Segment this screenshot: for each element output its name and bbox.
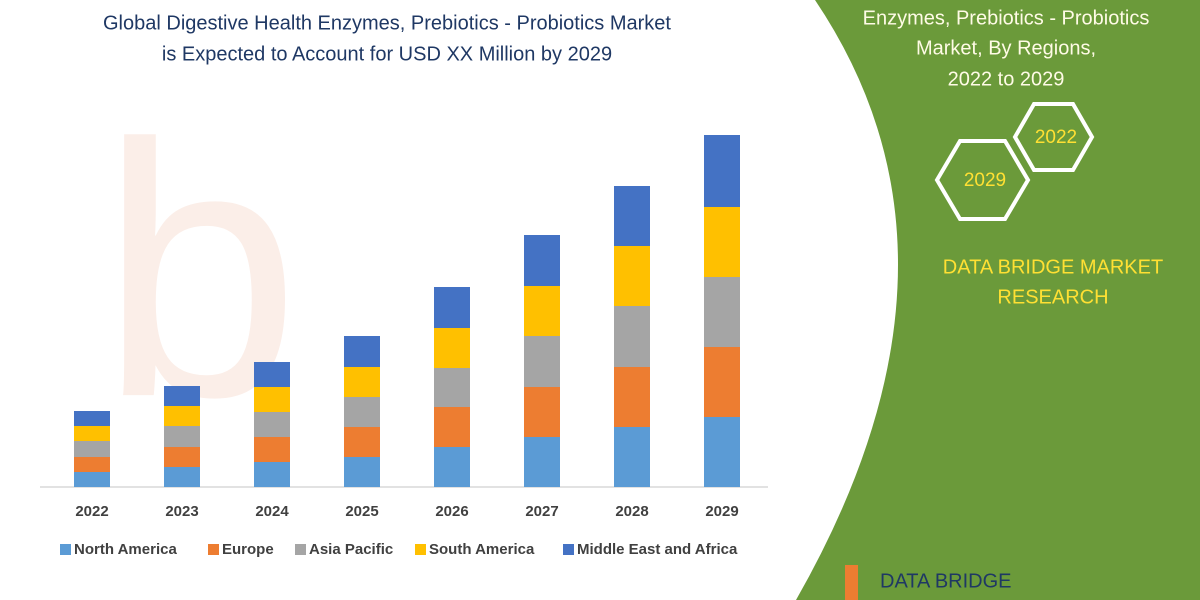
bar-segment	[254, 462, 290, 487]
bar-segment	[344, 457, 380, 487]
bar-segment	[344, 336, 380, 367]
x-tick-label: 2022	[75, 503, 108, 520]
x-tick-label: 2027	[525, 503, 558, 520]
bar-segment	[704, 207, 740, 277]
bar-segment	[344, 397, 380, 427]
legend-swatch	[295, 544, 306, 555]
bar-segment	[74, 441, 110, 457]
x-tick-label: 2023	[165, 503, 198, 520]
bar-segment	[614, 367, 650, 427]
legend-label: South America	[429, 541, 535, 558]
bar-segment	[254, 387, 290, 412]
x-tick-label: 2029	[705, 503, 738, 520]
chart-title: Global Digestive Health Enzymes, Prebiot…	[103, 12, 671, 34]
bar-segment	[524, 336, 560, 387]
bar-segment	[704, 277, 740, 347]
chart-title: is Expected to Account for USD XX Millio…	[162, 43, 612, 65]
hexagon	[1012, 102, 1095, 172]
bar-segment	[344, 367, 380, 397]
bar-segment	[524, 235, 560, 286]
x-tick-label: 2024	[255, 503, 289, 520]
legend-label: Asia Pacific	[309, 541, 393, 558]
bar-segment	[74, 472, 110, 487]
logo-icon	[845, 565, 858, 600]
x-tick-label: 2028	[615, 503, 648, 520]
bar-segment	[434, 328, 470, 368]
bar-segment	[704, 347, 740, 417]
hexagon	[934, 139, 1031, 221]
hexagon-label: 2022	[1035, 127, 1077, 148]
brand: DATA BRIDGE MARKET	[943, 256, 1163, 278]
side-panel	[796, 0, 1200, 600]
bar-segment	[434, 368, 470, 407]
bar-segment	[614, 186, 650, 246]
legend-swatch	[415, 544, 426, 555]
x-tick-label: 2025	[345, 503, 378, 520]
bar-segment	[614, 246, 650, 306]
panel-heading: Enzymes, Prebiotics - Probiotics	[863, 7, 1150, 29]
bar-segment	[164, 447, 200, 467]
bar-segment	[704, 417, 740, 487]
bar-segment	[434, 407, 470, 447]
bar-segment	[74, 457, 110, 472]
bar-segment	[704, 135, 740, 207]
panel-heading: 2022 to 2029	[948, 68, 1065, 90]
bar-segment	[524, 387, 560, 437]
brand: RESEARCH	[997, 286, 1108, 308]
bar-segment	[344, 427, 380, 457]
legend-label: Europe	[222, 541, 274, 558]
x-tick-label: 2026	[435, 503, 468, 520]
panel-heading: Market, By Regions,	[916, 37, 1096, 59]
bar-segment	[254, 437, 290, 462]
logo: DATA BRIDGE	[880, 570, 1012, 592]
bar-segment	[164, 386, 200, 406]
bar-segment	[164, 426, 200, 447]
bar-segment	[164, 467, 200, 487]
legend-swatch	[563, 544, 574, 555]
bar-segment	[614, 427, 650, 487]
hexagon-label: 2029	[964, 170, 1006, 191]
legend-swatch	[208, 544, 219, 555]
legend-swatch	[60, 544, 71, 555]
bar-segment	[164, 406, 200, 426]
bar-segment	[74, 411, 110, 426]
bar-segment	[254, 412, 290, 437]
legend-label: North America	[74, 541, 177, 558]
legend-label: Middle East and Africa	[577, 541, 738, 558]
bar-segment	[614, 306, 650, 367]
bar-segment	[74, 426, 110, 441]
bar-segment	[524, 286, 560, 336]
bar-segment	[434, 447, 470, 487]
bar-segment	[434, 287, 470, 328]
bar-segment	[254, 362, 290, 387]
bar-segment	[524, 437, 560, 487]
